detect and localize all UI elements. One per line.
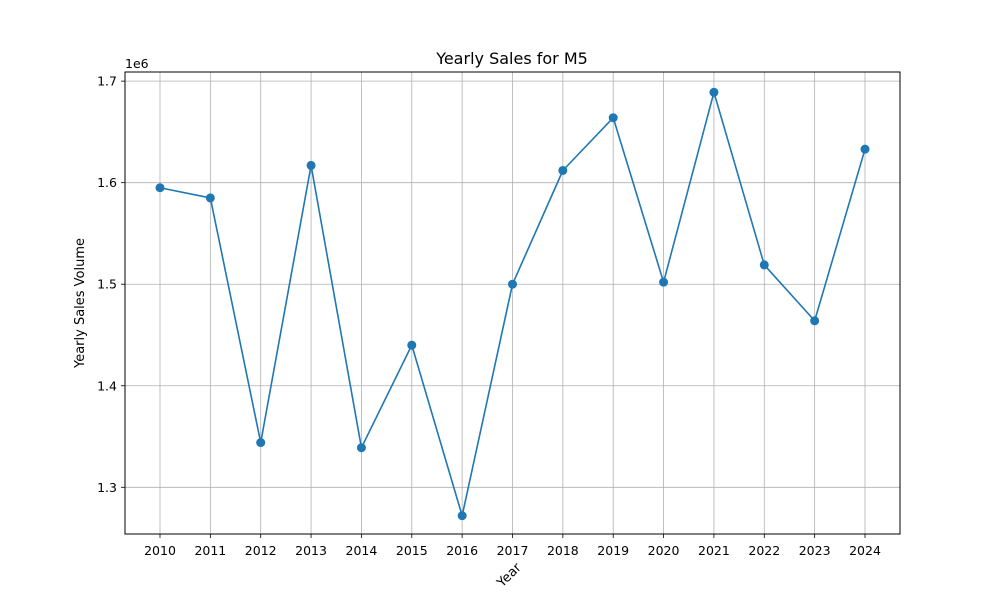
data-point (356, 443, 366, 453)
data-point (256, 438, 266, 448)
data-point (608, 113, 618, 123)
data-point (508, 279, 517, 289)
chart-title: Yearly Sales for M5 (435, 49, 588, 68)
x-tick-label: 2016 (446, 543, 478, 558)
x-tick-label: 2022 (748, 543, 780, 558)
data-point (407, 340, 417, 350)
x-tick-label: 2019 (597, 543, 629, 558)
series-layer (155, 87, 870, 521)
data-point (709, 87, 719, 97)
x-tick-label: 2015 (396, 543, 428, 558)
data-point (759, 260, 769, 270)
y-axis-multiplier: 1e6 (125, 56, 149, 71)
data-point (860, 144, 870, 154)
data-point (155, 183, 165, 193)
data-point (306, 160, 316, 170)
x-tick-label: 2011 (194, 543, 226, 558)
x-tick-label: 2014 (346, 543, 378, 558)
data-point (810, 316, 820, 326)
x-tick-label: 2023 (799, 543, 831, 558)
data-point (659, 277, 669, 287)
x-tick-label: 2021 (698, 543, 730, 558)
x-tick-label: 2018 (547, 543, 579, 558)
y-axis-label: Yearly Sales Volume (73, 238, 88, 369)
data-point (205, 193, 215, 203)
y-tick-label: 1.3 (97, 480, 117, 495)
y-tick-label: 1.4 (97, 378, 117, 393)
ticks: 2010 2011 2012 2013 2014 2015 2016 2017 2018 2019… (97, 74, 881, 558)
x-tick-label: 2024 (849, 543, 881, 558)
y-tick-label: 1.6 (97, 175, 117, 190)
x-tick-label: 2013 (295, 543, 327, 558)
x-tick-label: 2012 (245, 543, 277, 558)
x-tick-label: 2020 (648, 543, 680, 558)
y-tick-label: 1.5 (97, 277, 117, 292)
x-tick-label: 2010 (144, 543, 176, 558)
x-tick-label: 2017 (497, 543, 529, 558)
data-point (558, 165, 568, 175)
y-tick-label: 1.7 (97, 74, 117, 89)
data-point (457, 511, 467, 521)
